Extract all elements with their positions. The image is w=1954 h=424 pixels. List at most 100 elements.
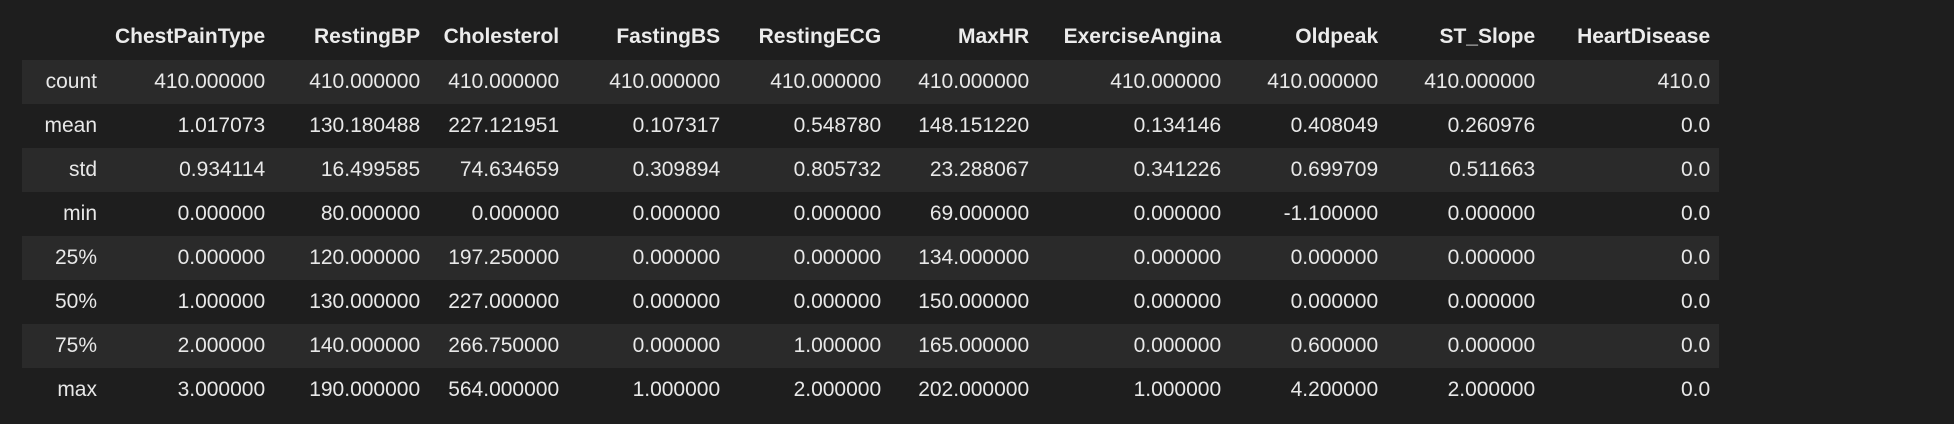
table-cell: 0.408049: [1290, 114, 1379, 137]
table-cell: 0.000000: [1447, 246, 1536, 269]
table-cell: 0.000000: [1133, 334, 1222, 357]
table-cell: 202.000000: [918, 378, 1030, 401]
table-cell: 0.0: [1680, 334, 1711, 357]
column-header: ExerciseAngina: [1063, 25, 1222, 48]
table-cell: 410.000000: [609, 70, 721, 93]
index-header: [22, 14, 106, 60]
table-cell: 0.000000: [1447, 202, 1536, 225]
header-row: ChestPainType RestingBP Cholesterol Fast…: [22, 14, 1720, 60]
table-cell: -1.100000: [1283, 202, 1379, 225]
table-cell: 0.000000: [177, 246, 266, 269]
table-cell: 120.000000: [309, 246, 421, 269]
table-cell: 410.000000: [770, 70, 882, 93]
table-cell: 130.000000: [309, 290, 421, 313]
table-cell: 1.017073: [177, 114, 266, 137]
table-body: count 410.000000 410.000000 410.000000 4…: [22, 60, 1720, 412]
row-label: min: [63, 202, 97, 225]
table-cell: 410.0: [1657, 70, 1711, 93]
describe-table: ChestPainType RestingBP Cholesterol Fast…: [22, 14, 1720, 412]
column-header: FastingBS: [616, 25, 721, 48]
table-cell: 190.000000: [309, 378, 421, 401]
table-cell: 0.000000: [177, 202, 266, 225]
table-cell: 0.000000: [793, 290, 882, 313]
table-cell: 0.699709: [1290, 158, 1379, 181]
table-row: 25% 0.000000 120.000000 197.250000 0.000…: [22, 236, 1720, 280]
table-row: mean 1.017073 130.180488 227.121951 0.10…: [22, 104, 1720, 148]
table-cell: 1.000000: [177, 290, 266, 313]
table-cell: 410.000000: [448, 70, 560, 93]
table-cell: 0.000000: [1133, 202, 1222, 225]
table-cell: 1.000000: [632, 378, 721, 401]
table-cell: 0.000000: [1133, 290, 1222, 313]
table-cell: 410.000000: [1267, 70, 1379, 93]
table-cell: 0.260976: [1447, 114, 1536, 137]
table-row: 50% 1.000000 130.000000 227.000000 0.000…: [22, 280, 1720, 324]
table-cell: 0.000000: [1447, 290, 1536, 313]
table-cell: 410.000000: [1110, 70, 1222, 93]
table-cell: 16.499585: [320, 158, 421, 181]
table-row: 75% 2.000000 140.000000 266.750000 0.000…: [22, 324, 1720, 368]
table-cell: 227.121951: [448, 114, 560, 137]
table-cell: 227.000000: [448, 290, 560, 313]
notebook-output-cell: ChestPainType RestingBP Cholesterol Fast…: [22, 14, 1954, 412]
column-header: Oldpeak: [1295, 25, 1379, 48]
table-cell: 0.934114: [179, 158, 266, 181]
table-cell: 0.0: [1680, 114, 1711, 137]
table-cell: 3.000000: [177, 378, 266, 401]
table-cell: 2.000000: [793, 378, 882, 401]
table-cell: 80.000000: [320, 202, 421, 225]
table-cell: 0.805732: [793, 158, 882, 181]
table-cell: 0.000000: [632, 246, 721, 269]
table-cell: 410.000000: [154, 70, 266, 93]
row-label: std: [68, 158, 97, 181]
table-cell: 0.0: [1680, 246, 1711, 269]
table-cell: 74.634659: [459, 158, 560, 181]
table-cell: 0.0: [1680, 290, 1711, 313]
table-cell: 0.309894: [632, 158, 721, 181]
row-label: 25%: [54, 246, 97, 269]
table-cell: 410.000000: [1424, 70, 1536, 93]
table-cell: 0.000000: [1290, 246, 1379, 269]
table-cell: 0.0: [1680, 202, 1711, 225]
table-cell: 266.750000: [448, 334, 560, 357]
table-cell: 0.000000: [793, 246, 882, 269]
table-cell: 0.000000: [632, 202, 721, 225]
table-header: ChestPainType RestingBP Cholesterol Fast…: [22, 14, 1720, 60]
table-cell: 0.600000: [1290, 334, 1379, 357]
column-header: HeartDisease: [1577, 25, 1711, 48]
column-header: MaxHR: [957, 25, 1030, 48]
table-cell: 4.200000: [1290, 378, 1379, 401]
row-label: 50%: [54, 290, 97, 313]
table-cell: 0.341226: [1133, 158, 1222, 181]
table-cell: 23.288067: [929, 158, 1030, 181]
table-cell: 0.511663: [1449, 158, 1536, 181]
table-cell: 1.000000: [1133, 378, 1222, 401]
table-cell: 130.180488: [309, 114, 421, 137]
column-header: RestingBP: [313, 25, 421, 48]
table-cell: 0.107317: [632, 114, 721, 137]
table-cell: 2.000000: [1447, 378, 1536, 401]
row-label: max: [57, 378, 97, 401]
table-cell: 0.000000: [1447, 334, 1536, 357]
table-cell: 0.000000: [1290, 290, 1379, 313]
table-cell: 2.000000: [177, 334, 266, 357]
table-cell: 150.000000: [918, 290, 1030, 313]
table-cell: 0.0: [1680, 378, 1711, 401]
table-cell: 0.000000: [793, 202, 882, 225]
table-cell: 148.151220: [918, 114, 1030, 137]
table-cell: 69.000000: [929, 202, 1030, 225]
table-cell: 564.000000: [448, 378, 560, 401]
row-label: mean: [44, 114, 97, 137]
row-label: 75%: [54, 334, 97, 357]
table-cell: 0.000000: [1133, 246, 1222, 269]
table-row: count 410.000000 410.000000 410.000000 4…: [22, 60, 1720, 104]
row-label: count: [45, 70, 97, 93]
table-cell: 0.0: [1680, 158, 1711, 181]
table-cell: 410.000000: [918, 70, 1030, 93]
table-cell: 410.000000: [309, 70, 421, 93]
table-row: max 3.000000 190.000000 564.000000 1.000…: [22, 368, 1720, 412]
table-row: min 0.000000 80.000000 0.000000 0.000000…: [22, 192, 1720, 236]
table-cell: 0.548780: [793, 114, 882, 137]
table-row: std 0.934114 16.499585 74.634659 0.30989…: [22, 148, 1720, 192]
table-cell: 0.000000: [632, 334, 721, 357]
